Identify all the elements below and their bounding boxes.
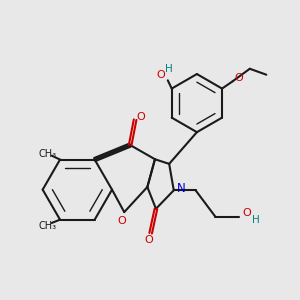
Text: CH₃: CH₃ [38, 149, 56, 159]
Text: O: O [157, 70, 166, 80]
Text: O: O [117, 216, 126, 226]
Text: O: O [234, 73, 243, 83]
Text: N: N [177, 182, 185, 195]
Text: CH₃: CH₃ [38, 220, 56, 231]
Text: O: O [145, 236, 153, 245]
Text: O: O [137, 112, 146, 122]
Text: H: H [253, 215, 260, 225]
Text: H: H [164, 64, 172, 74]
Text: O: O [242, 208, 251, 218]
